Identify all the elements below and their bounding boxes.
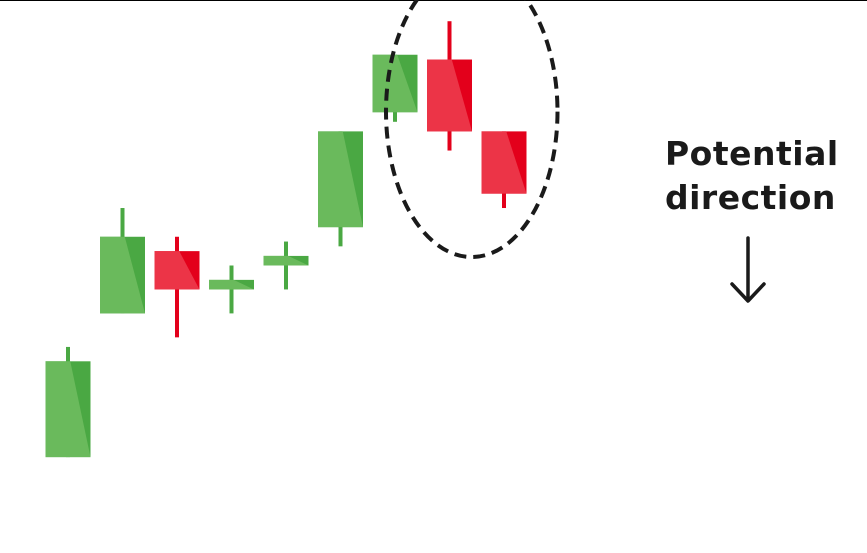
candle-9 [481,131,527,209]
top-border [0,0,867,1]
highlight-ellipse [384,0,560,259]
potential-direction-label: Potential direction [665,132,845,220]
candle-body-shade [481,131,527,194]
candle-body-shade [45,361,91,458]
candle-body-shade [100,236,145,314]
annotation-line-1: Potential [665,134,839,173]
candle-body-shade [372,54,418,113]
annotation-line-2: direction [665,178,836,217]
candle-body-shade [427,59,472,132]
candle-6 [318,131,363,247]
candle-body-shade [318,131,363,228]
candle-4 [209,265,254,314]
candle-2 [100,208,145,314]
arrow-down-icon [730,236,766,303]
candle-3 [154,236,200,338]
candle-body-shade [209,279,254,290]
candle-7 [372,54,418,122]
candle-body-shade [154,251,200,290]
candle-body-shade [263,255,309,266]
candle-5 [263,241,309,290]
candle-1 [45,346,91,458]
candle-8 [427,21,472,151]
